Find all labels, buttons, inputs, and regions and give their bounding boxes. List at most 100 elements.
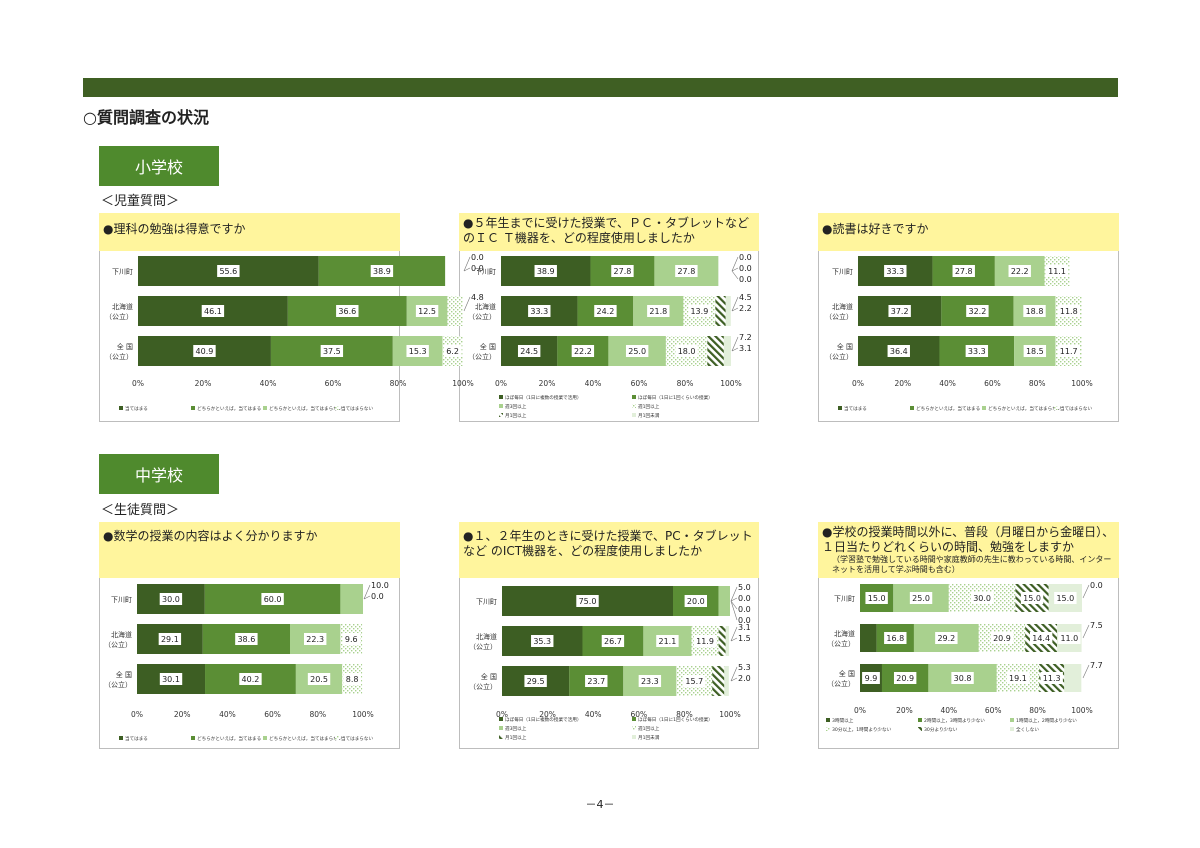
data-label: 20.9 [896, 674, 914, 683]
legend-label: どちらかといえば，当てはまる [916, 405, 980, 412]
data-label: 0.0 [1090, 581, 1103, 590]
legend-swatch [982, 406, 986, 410]
data-label-bg [893, 672, 917, 684]
leader-line [730, 586, 738, 602]
legend-label: 30分以上，1時間より少ない [832, 726, 892, 733]
data-label: 11.8 [1060, 307, 1078, 316]
data-label: 0.0 [371, 592, 384, 601]
data-label-bg [159, 673, 183, 685]
chart-title-ict-elementary: ●５年生までに受けた授業で、ＰＣ・タブレットなどのＩＣ Ｔ機器を、どの程度使用し… [459, 213, 759, 251]
data-label: 37.2 [891, 307, 909, 316]
data-label: 13.9 [690, 307, 708, 316]
data-label-bg [585, 675, 608, 687]
bar-segment [860, 624, 877, 652]
category-label: 北海道 [834, 629, 855, 638]
data-label-bg [1020, 592, 1044, 604]
data-label-bg [970, 592, 994, 604]
data-label: 29.5 [527, 677, 545, 686]
bar-segment [723, 336, 731, 366]
data-label-bg [1045, 265, 1069, 277]
category-label: （公立） [105, 312, 133, 321]
legend-label: 月1回未満 [638, 734, 660, 741]
legend-label: どちらかといえば，当てはまる [197, 405, 261, 412]
data-label: 15.0 [1056, 594, 1074, 603]
legend-label: 当てはまる [125, 405, 148, 412]
leader-line [730, 626, 738, 642]
data-label: 4.8 [471, 293, 484, 302]
category-label: （公立） [468, 312, 496, 321]
data-label: 33.3 [968, 347, 986, 356]
category-label: 全 国 [116, 670, 132, 679]
data-label-bg [534, 265, 557, 277]
bar-segment [725, 626, 730, 656]
data-label-bg [193, 345, 216, 357]
data-label-bg [1057, 345, 1080, 357]
legend-swatch [838, 406, 842, 410]
leader-line [730, 600, 738, 610]
data-label: 7.7 [1090, 661, 1103, 670]
legend-swatch [632, 395, 636, 399]
data-label: 11.7 [1060, 347, 1078, 356]
data-label: 32.2 [968, 307, 986, 316]
legend-swatch [263, 406, 267, 410]
legend-swatch [499, 404, 503, 408]
x-tick-label: 40% [219, 710, 236, 719]
data-label: 4.5 [739, 293, 752, 302]
x-tick-label: 60% [985, 706, 1002, 715]
legend-swatch [119, 406, 123, 410]
legend-swatch [918, 727, 922, 731]
legend-swatch [263, 736, 267, 740]
data-label-bg [235, 633, 258, 645]
data-label: 12.5 [418, 307, 436, 316]
legend-label: 週1回以上 [638, 403, 660, 410]
x-tick-label: 20% [195, 379, 212, 388]
legend-label: 月1回未満 [638, 412, 660, 419]
legend-swatch [1010, 727, 1014, 731]
data-label: 7.2 [739, 333, 752, 342]
legend-swatch [632, 404, 636, 408]
category-label: 下川町 [112, 268, 133, 276]
leader-line [731, 267, 739, 272]
data-label: 15.7 [685, 677, 703, 686]
legend-swatch [335, 736, 339, 740]
data-label-bg [951, 672, 974, 684]
data-label-bg [304, 633, 327, 645]
legend-swatch [499, 735, 503, 739]
leader-line [463, 256, 471, 272]
data-label: 21.1 [659, 637, 677, 646]
leader-line [731, 336, 739, 352]
data-label: 1.5 [738, 634, 751, 643]
leader-line [731, 270, 739, 280]
data-label: 18.5 [1026, 347, 1044, 356]
data-label-bg [261, 593, 284, 605]
legend-label: どちらかといえば，当てはまらない [269, 405, 343, 412]
data-label-bg [625, 345, 649, 357]
category-label: 下川町 [475, 268, 496, 276]
leader-line [1082, 624, 1090, 639]
x-tick-label: 80% [1029, 379, 1046, 388]
section-junior-high-label: 中学校 [99, 454, 219, 494]
x-tick-label: 40% [939, 379, 956, 388]
data-label-bg [576, 595, 599, 607]
data-label-bg [862, 672, 880, 684]
data-label: 0.0 [739, 253, 752, 262]
data-label-bg [935, 632, 958, 644]
x-tick-label: 20% [896, 706, 913, 715]
bar-segment [718, 586, 730, 616]
legend-label: 当てはまらない [1060, 405, 1092, 412]
data-label-bg [884, 632, 907, 644]
legend-swatch [632, 726, 636, 730]
data-label-bg [688, 305, 711, 317]
data-label: 27.8 [677, 267, 695, 276]
data-label-bg [1058, 632, 1081, 644]
data-label: 9.9 [865, 674, 878, 683]
data-label: 30.8 [954, 674, 972, 683]
x-tick-label: 40% [585, 379, 602, 388]
category-label: （公立） [825, 312, 853, 321]
legend-swatch [632, 735, 636, 739]
legend-label: 30分より少ない [924, 726, 958, 733]
data-label: 10.0 [371, 581, 389, 590]
category-label: 下川町 [476, 598, 497, 606]
